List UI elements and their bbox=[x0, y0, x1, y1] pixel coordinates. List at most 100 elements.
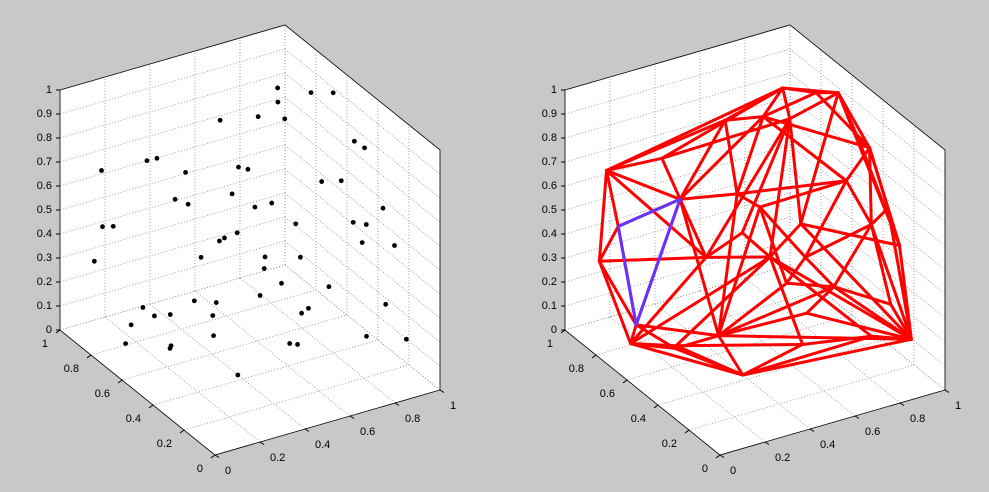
x-tick-label: 0.4 bbox=[820, 439, 835, 451]
hull-edge bbox=[597, 224, 620, 263]
y-tick-label: 0 bbox=[197, 463, 203, 475]
grid-line bbox=[59, 168, 286, 235]
grid-line bbox=[284, 48, 441, 175]
z-tick-label: 0.4 bbox=[37, 228, 52, 240]
hull-edge bbox=[761, 115, 872, 150]
hull-edge bbox=[605, 156, 664, 172]
hull-edge bbox=[814, 91, 872, 150]
axes-3d: 0 0.2 0.4 0.6 0.8 1 0 0.2 0.4 0.6 0.8 1 0 0.1 0.2 0.3 0.… bbox=[542, 24, 961, 477]
point bbox=[338, 178, 344, 184]
x-tick bbox=[719, 454, 725, 458]
point bbox=[172, 196, 178, 202]
hull-edge bbox=[758, 179, 848, 209]
x-tick bbox=[259, 441, 265, 445]
grid-line bbox=[284, 168, 441, 295]
grid-line bbox=[90, 289, 317, 356]
grid-line bbox=[59, 144, 286, 211]
z-tick-label: 1 bbox=[46, 84, 52, 96]
hull-edge bbox=[868, 146, 873, 226]
point bbox=[364, 333, 369, 339]
hull-edge bbox=[803, 223, 873, 259]
grid-line bbox=[789, 192, 946, 319]
grid-line bbox=[284, 120, 441, 247]
hull-edge bbox=[832, 285, 893, 306]
hull-edge bbox=[758, 205, 807, 259]
hull-edge bbox=[788, 117, 803, 226]
hull-edge bbox=[741, 337, 913, 377]
point bbox=[269, 200, 275, 206]
hull-edge bbox=[660, 117, 792, 160]
hull-edge bbox=[805, 311, 913, 341]
hull-edge bbox=[836, 91, 872, 150]
hull-edge bbox=[605, 86, 785, 172]
z-tick-label: 0.7 bbox=[542, 156, 557, 168]
grid-line bbox=[744, 277, 901, 404]
point bbox=[299, 310, 304, 316]
hull-edge bbox=[723, 118, 739, 196]
z-tick-label: 0.2 bbox=[542, 276, 557, 288]
z-tick-label: 1 bbox=[551, 84, 557, 96]
z-tick-label: 0.5 bbox=[37, 204, 52, 216]
y-tick bbox=[117, 379, 123, 384]
y-tick-label: 0.8 bbox=[569, 363, 584, 375]
x-tick-label: 1 bbox=[955, 400, 961, 412]
hull-edge bbox=[781, 86, 840, 95]
axes-background bbox=[60, 25, 440, 455]
highlight-edge bbox=[634, 197, 682, 327]
point bbox=[245, 166, 251, 172]
point bbox=[279, 280, 284, 286]
hull-edge bbox=[832, 285, 913, 341]
hull-edge bbox=[768, 255, 913, 341]
hull-edge bbox=[735, 179, 848, 196]
grid-line bbox=[564, 96, 791, 163]
point bbox=[257, 293, 263, 298]
hull-edge bbox=[741, 334, 873, 377]
z-tick-label: 0.3 bbox=[542, 252, 557, 264]
z-tick-label: 0.6 bbox=[542, 180, 557, 192]
hull-edge bbox=[597, 255, 708, 263]
hull-edge bbox=[857, 139, 901, 247]
grid-line bbox=[284, 264, 441, 391]
point bbox=[252, 204, 258, 210]
y-tick-label: 0.6 bbox=[95, 388, 110, 400]
point bbox=[154, 155, 160, 161]
hull-edge bbox=[629, 342, 678, 348]
hull-edge bbox=[674, 342, 805, 348]
hull-edge bbox=[803, 179, 848, 259]
y-tick bbox=[591, 354, 597, 359]
x-tick bbox=[899, 402, 905, 406]
hull-edge bbox=[704, 231, 744, 259]
point bbox=[351, 138, 357, 144]
x-tick bbox=[809, 428, 815, 432]
hull-edge bbox=[735, 192, 762, 209]
hull-edge bbox=[678, 192, 739, 201]
point bbox=[229, 191, 235, 197]
hull-edge bbox=[761, 115, 848, 183]
grid-line bbox=[564, 144, 791, 211]
grid-line bbox=[239, 277, 396, 404]
grid-line bbox=[564, 72, 791, 139]
x-tick-label: 0.2 bbox=[775, 452, 790, 464]
hull-edge bbox=[704, 117, 792, 259]
hull-edge bbox=[799, 222, 913, 341]
grid-line bbox=[104, 316, 261, 443]
hull-edge bbox=[605, 169, 682, 201]
grid-line bbox=[564, 48, 791, 115]
point bbox=[262, 254, 268, 260]
y-tick bbox=[86, 354, 92, 359]
grid-line bbox=[284, 216, 441, 343]
point bbox=[350, 219, 356, 225]
grid-line bbox=[284, 144, 441, 271]
point bbox=[191, 298, 197, 304]
z-tick-label: 0.6 bbox=[37, 180, 52, 192]
y-tick-label: 0.6 bbox=[600, 388, 615, 400]
grid-line bbox=[183, 364, 410, 431]
y-tick bbox=[653, 404, 659, 409]
hull-edge bbox=[629, 342, 745, 377]
point bbox=[287, 341, 293, 346]
point bbox=[362, 145, 367, 151]
y-tick-label: 0 bbox=[702, 463, 708, 475]
point bbox=[222, 235, 227, 241]
grid-line bbox=[284, 96, 441, 223]
hull-edge bbox=[597, 259, 633, 346]
